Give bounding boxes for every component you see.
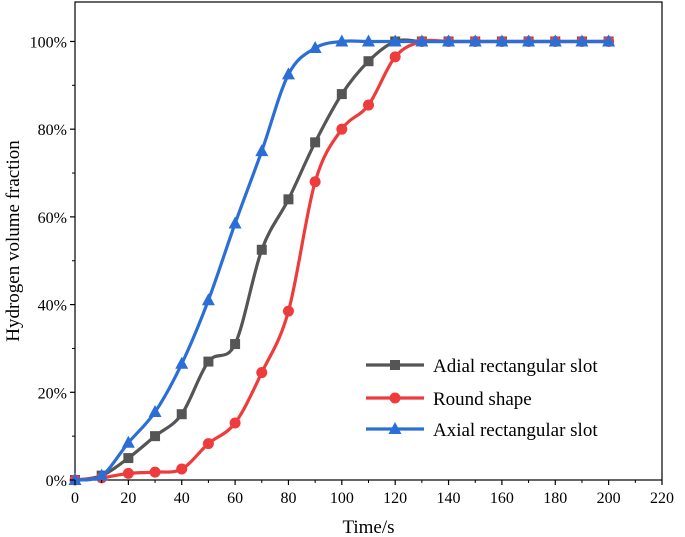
data-point-round (363, 99, 374, 111)
data-point-axial (548, 34, 562, 47)
legend-marker-adial (390, 360, 400, 370)
x-tick-label: 100 (330, 490, 354, 507)
data-point-axial (175, 356, 189, 369)
data-point-adial (203, 356, 214, 367)
legend-label-round: Round shape (433, 389, 532, 410)
x-tick-label: 180 (543, 490, 567, 507)
y-tick-label: 100% (30, 34, 67, 51)
data-point-axial (468, 34, 482, 47)
data-point-adial (150, 431, 161, 442)
axis-ticks: 0 20 40 60 80 100 120 140 160 180 200 220 0% 20% 40% 60… (30, 34, 674, 507)
legend-label-adial: Adial rectangular slot (433, 356, 598, 377)
legend-label-axial: Axial rectangular slot (433, 420, 598, 441)
x-tick-label: 140 (437, 490, 461, 507)
data-point-axial (335, 34, 349, 47)
x-tick-label: 120 (383, 490, 407, 507)
x-tick-label: 160 (490, 490, 514, 507)
data-point-adial (336, 89, 347, 100)
legend-item-adial: Adial rectangular slot (366, 356, 598, 377)
data-point-axial (68, 473, 82, 485)
data-point-adial (283, 194, 294, 205)
y-tick-label: 0% (46, 473, 67, 490)
data-point-adial (176, 409, 187, 420)
data-point-axial (281, 67, 295, 80)
data-point-round (229, 417, 241, 429)
data-point-round (256, 367, 268, 379)
data-point-axial (415, 34, 429, 47)
series-layer (68, 34, 616, 486)
data-point-round (336, 123, 348, 135)
data-point-round (389, 51, 401, 63)
data-point-adial (256, 244, 267, 255)
legend: Adial rectangular slot Round shape Axial… (366, 356, 598, 441)
legend-marker-axial (388, 422, 402, 434)
x-axis-title: Time/s (342, 517, 394, 537)
data-point-axial (388, 34, 402, 47)
data-point-axial (255, 144, 269, 157)
data-point-axial (228, 216, 242, 229)
data-point-adial (310, 137, 321, 148)
data-point-axial (148, 405, 162, 418)
x-tick-label: 60 (227, 490, 243, 507)
data-point-round (202, 438, 214, 450)
x-tick-label: 20 (120, 490, 136, 507)
data-point-round (176, 463, 188, 475)
y-tick-label: 20% (38, 385, 67, 402)
data-point-axial (362, 34, 375, 47)
data-point-axial (522, 34, 536, 47)
data-point-round (122, 467, 134, 479)
data-point-axial (602, 34, 616, 47)
x-tick-label: 220 (650, 490, 674, 507)
y-tick-label: 40% (38, 298, 67, 315)
data-point-adial (363, 56, 374, 67)
series-line-axial (74, 39, 609, 482)
y-tick-label: 80% (38, 122, 67, 139)
data-point-axial (201, 293, 215, 306)
x-tick-label: 40 (174, 490, 190, 507)
data-point-round (309, 176, 321, 188)
data-point-axial (121, 435, 135, 448)
series-axial (68, 34, 616, 485)
data-point-adial (230, 339, 241, 350)
data-point-axial (95, 468, 109, 481)
data-point-round (282, 305, 294, 317)
data-point-round (149, 466, 161, 478)
legend-item-round: Round shape (366, 389, 532, 410)
legend-item-axial: Axial rectangular slot (366, 420, 598, 441)
plot-area (74, 1, 663, 481)
x-tick-label: 80 (280, 490, 296, 507)
data-point-axial (308, 41, 322, 54)
x-tick-label: 0 (71, 490, 79, 507)
x-tick-label: 200 (597, 490, 621, 507)
y-tick-label: 60% (38, 210, 67, 227)
data-point-axial (495, 34, 509, 47)
data-point-axial (575, 34, 589, 47)
data-point-axial (442, 34, 456, 47)
data-point-adial (123, 453, 134, 464)
plot-border (74, 1, 663, 481)
y-axis-title: Hydrogen volume fraction (3, 140, 24, 342)
legend-marker-round (389, 392, 401, 404)
